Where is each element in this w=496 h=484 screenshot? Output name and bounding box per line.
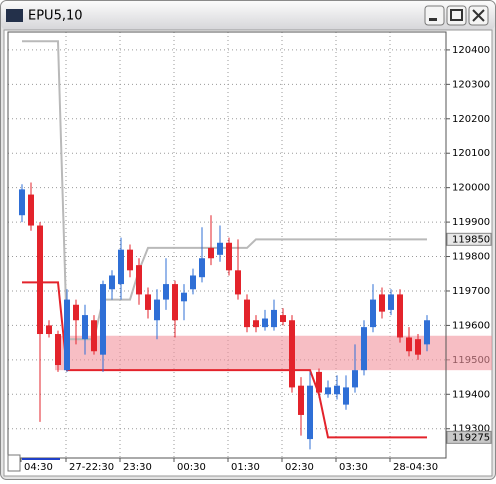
y-tick-label: 119900 (452, 217, 490, 228)
candle-body (262, 318, 268, 328)
x-tick-label: 03:30 (339, 462, 368, 473)
price-marker (446, 430, 492, 444)
candle-body (379, 294, 385, 312)
y-tick-label: 119700 (452, 286, 490, 297)
y-tick-label: 120200 (452, 114, 490, 125)
candle-body (46, 325, 52, 335)
x-tick-label: 27-22:30 (69, 462, 114, 473)
candle-body (163, 284, 169, 300)
y-tick-label: 119800 (452, 252, 490, 263)
price-marker-label: 119850 (452, 234, 490, 245)
candle-body (361, 327, 367, 371)
candle-body (118, 249, 124, 285)
candle-body (289, 320, 295, 388)
candle-body (352, 370, 358, 388)
candle-body (91, 320, 97, 352)
indicator-line (22, 281, 427, 439)
candle-body (217, 242, 223, 255)
y-tick-label: 120300 (452, 79, 490, 90)
x-tick-label: 00:30 (177, 462, 206, 473)
candle-body (100, 284, 106, 355)
candle-body (181, 292, 187, 302)
candle-body (73, 304, 79, 321)
scroll-box[interactable] (7, 454, 21, 472)
candle-body (172, 284, 178, 321)
candle-body (343, 387, 349, 405)
candle-body (82, 315, 88, 340)
candle-body (415, 339, 421, 355)
candle-body (424, 320, 430, 345)
candle-body (271, 309, 277, 328)
price-marker (446, 232, 492, 246)
candle-body (307, 385, 313, 440)
candle-body (190, 275, 196, 290)
candle-body (244, 299, 250, 328)
y-tick-label: 120400 (452, 45, 490, 56)
chart-area (3, 29, 493, 477)
minimize-button[interactable] (424, 5, 445, 26)
x-tick-label: 01:30 (231, 462, 260, 473)
x-tick-label: 02:30 (285, 462, 314, 473)
candle-body (226, 242, 232, 271)
y-tick-label: 120000 (452, 183, 490, 194)
candle-body (397, 294, 403, 338)
title-bar (1, 1, 495, 30)
plot-frame (7, 31, 447, 459)
candle-body (316, 371, 322, 393)
candle-body (253, 320, 259, 328)
candle-body (136, 265, 142, 295)
app-icon (6, 9, 23, 22)
maximize-button[interactable] (446, 5, 467, 26)
candle-body (235, 270, 241, 295)
candle-body (370, 299, 376, 328)
candle-body (388, 294, 394, 310)
candle-body (19, 189, 25, 216)
candle-body (406, 337, 412, 352)
x-tick-label: 04:30 (24, 462, 53, 473)
y-tick-label: 119600 (452, 320, 490, 331)
candle-body (280, 315, 286, 322)
candle-body (334, 385, 340, 395)
candle-body (325, 387, 331, 395)
candle-body (64, 299, 70, 371)
candle-body (37, 225, 43, 335)
indicator-line (22, 40, 427, 341)
window-title: EPU5,10 (28, 9, 83, 24)
candle-body (298, 385, 304, 415)
x-tick-label: 28-04:30 (393, 462, 438, 473)
candle-body (208, 247, 214, 259)
candle-body (109, 275, 115, 290)
close-button[interactable] (468, 5, 489, 26)
y-tick-label: 119400 (452, 389, 490, 400)
candle-body (145, 294, 151, 310)
candle-body (28, 194, 34, 226)
candle-body (55, 334, 61, 366)
x-tick-label: 23:30 (123, 462, 152, 473)
y-tick-label: 120100 (452, 148, 490, 159)
plot: 120400 120300 120200 120100 120000 119900 1198… (8, 32, 492, 473)
candle-body (199, 258, 205, 278)
price-marker-label: 119275 (452, 432, 490, 443)
candle-body (154, 299, 160, 321)
y-tick-label: 119300 (452, 424, 490, 435)
candle-body (127, 249, 133, 271)
